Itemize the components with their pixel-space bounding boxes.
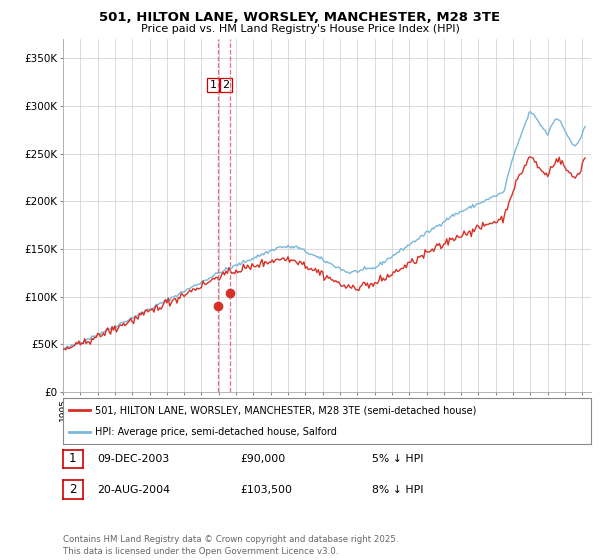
Text: 501, HILTON LANE, WORSLEY, MANCHESTER, M28 3TE (semi-detached house): 501, HILTON LANE, WORSLEY, MANCHESTER, M… xyxy=(95,405,476,416)
Text: £90,000: £90,000 xyxy=(240,454,285,464)
Text: HPI: Average price, semi-detached house, Salford: HPI: Average price, semi-detached house,… xyxy=(95,427,337,437)
Text: 1: 1 xyxy=(69,452,77,465)
Text: Contains HM Land Registry data © Crown copyright and database right 2025.
This d: Contains HM Land Registry data © Crown c… xyxy=(63,535,398,556)
Text: 8% ↓ HPI: 8% ↓ HPI xyxy=(372,485,424,495)
Text: £103,500: £103,500 xyxy=(240,485,292,495)
Text: 5% ↓ HPI: 5% ↓ HPI xyxy=(372,454,424,464)
Text: 09-DEC-2003: 09-DEC-2003 xyxy=(97,454,169,464)
Text: 501, HILTON LANE, WORSLEY, MANCHESTER, M28 3TE: 501, HILTON LANE, WORSLEY, MANCHESTER, M… xyxy=(100,11,500,24)
Text: 2: 2 xyxy=(69,483,77,496)
Text: 20-AUG-2004: 20-AUG-2004 xyxy=(97,485,170,495)
Text: 2: 2 xyxy=(222,80,229,90)
Text: Price paid vs. HM Land Registry's House Price Index (HPI): Price paid vs. HM Land Registry's House … xyxy=(140,24,460,34)
Text: 1: 1 xyxy=(210,80,217,90)
